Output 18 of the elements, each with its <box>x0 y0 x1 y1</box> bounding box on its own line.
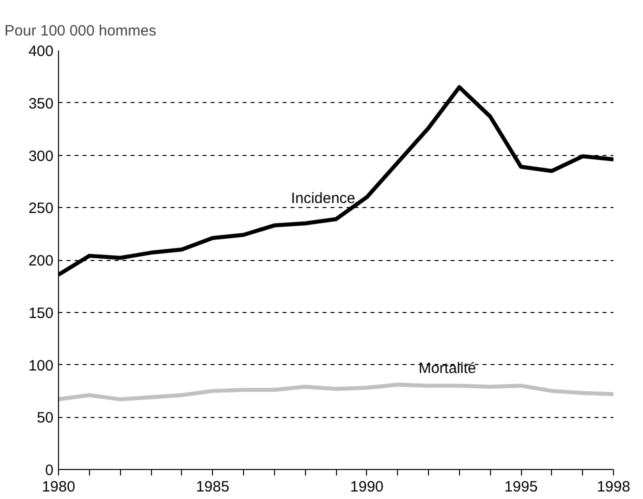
y-tick-label: 0 <box>45 462 54 479</box>
y-tick-label: 350 <box>28 95 54 112</box>
y-tick-label: 300 <box>28 148 54 165</box>
y-tick-label: 50 <box>36 410 54 427</box>
series-label: Mortalité <box>418 360 476 378</box>
y-tick-label: 150 <box>28 304 54 322</box>
y-tick-label: 250 <box>28 200 54 218</box>
y-tick-label: 400 <box>28 43 54 60</box>
line-series <box>58 382 614 402</box>
series-label: Incidence <box>291 190 356 207</box>
y-tick-label: 200 <box>28 252 54 270</box>
x-tick-label: 1980 <box>42 478 76 496</box>
y-axis-title: Pour 100 000 hommes <box>4 22 156 40</box>
x-tick-label: 1995 <box>504 478 538 496</box>
y-tick-label: 100 <box>28 357 54 374</box>
x-tick-label: 1990 <box>350 478 384 496</box>
x-tick-label: 1998 <box>596 478 630 496</box>
x-tick-label: 1985 <box>196 478 230 496</box>
